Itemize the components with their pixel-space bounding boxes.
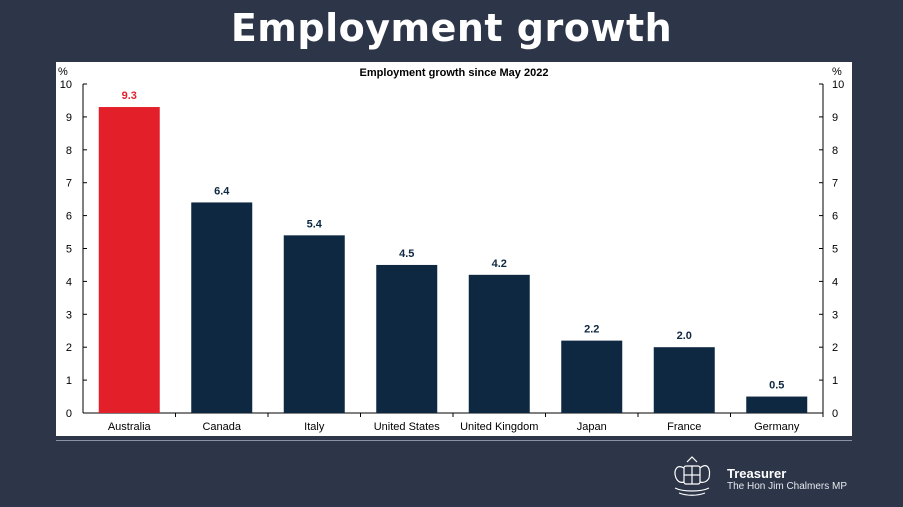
y-tick-label-right: 3 (832, 309, 838, 321)
x-tick-label: Canada (202, 421, 241, 433)
bar-value-label: 6.4 (214, 185, 230, 197)
y-tick-label-left: 9 (66, 112, 72, 124)
y-tick-label-right: 6 (832, 211, 838, 223)
y-tick-label-left: 10 (60, 79, 72, 91)
bar-value-label: 4.2 (492, 258, 507, 270)
footer-subtitle: The Hon Jim Chalmers MP (727, 481, 848, 492)
x-tick-label: Japan (577, 421, 607, 433)
y-tick-label-right: 5 (832, 244, 838, 256)
y-tick-label-left: 2 (66, 342, 72, 354)
y-tick-label-left: 8 (66, 145, 72, 157)
bar (561, 340, 623, 413)
chart-panel: Employment growth since May 2022 % % 0 0 1… (56, 62, 852, 436)
bar-chart: Employment growth since May 2022 % % 0 0 1… (58, 66, 845, 433)
x-tick-label: France (667, 421, 701, 433)
y-tick-label-right: 0 (832, 408, 838, 420)
y-tick-label-right: 8 (832, 145, 838, 157)
bar (376, 264, 438, 413)
y-tick-label-left: 5 (66, 244, 72, 256)
x-tick-label: United Kingdom (460, 421, 538, 433)
y-tick-label-left: 7 (66, 178, 72, 190)
bars: 9.3 Australia 6.4 Canada 5.4 Italy 4.5 United S… (98, 90, 808, 433)
slide-title: Employment growth (230, 6, 673, 50)
x-tick-label: Germany (754, 421, 800, 433)
y-tick-label-right: 1 (832, 375, 838, 387)
y-tick-label-right: 7 (832, 178, 838, 190)
footer-title: Treasurer (727, 466, 787, 481)
bar-value-label: 0.5 (769, 380, 784, 392)
y-tick-label-left: 3 (66, 309, 72, 321)
x-tick-label: United States (374, 421, 441, 433)
y-unit-left: % (58, 66, 68, 78)
x-tick-label: Italy (304, 421, 325, 433)
bar-value-label: 4.5 (399, 248, 414, 260)
bar (653, 347, 715, 413)
bar-value-label: 9.3 (122, 90, 137, 102)
y-unit-right: % (832, 66, 842, 78)
y-tick-label-left: 6 (66, 211, 72, 223)
y-tick-label-left: 1 (66, 375, 72, 387)
bar (468, 274, 530, 413)
coat-of-arms-icon (667, 452, 717, 500)
panel-underline (56, 440, 852, 441)
y-tick-label-right: 2 (832, 342, 838, 354)
y-tick-label-right: 4 (832, 276, 838, 288)
bar-value-label: 2.0 (677, 330, 692, 342)
y-tick-label-left: 4 (66, 276, 72, 288)
bar (283, 235, 345, 413)
bar (191, 202, 253, 413)
y-tick-label-right: 10 (832, 79, 844, 91)
x-tick-label: Australia (108, 421, 152, 433)
bar-value-label: 2.2 (584, 324, 599, 336)
y-tick-label-left: 0 (66, 408, 72, 420)
bar-value-label: 5.4 (307, 218, 323, 230)
axes: 0 0 1 1 2 2 3 3 4 4 5 5 6 6 7 7 8 8 9 9 10 10 (60, 79, 845, 420)
y-tick-label-right: 9 (832, 112, 838, 124)
footer-text: Treasurer The Hon Jim Chalmers MP (727, 466, 847, 493)
chart-title: Employment growth since May 2022 (360, 67, 549, 79)
bar (98, 107, 160, 413)
bar (746, 396, 808, 413)
